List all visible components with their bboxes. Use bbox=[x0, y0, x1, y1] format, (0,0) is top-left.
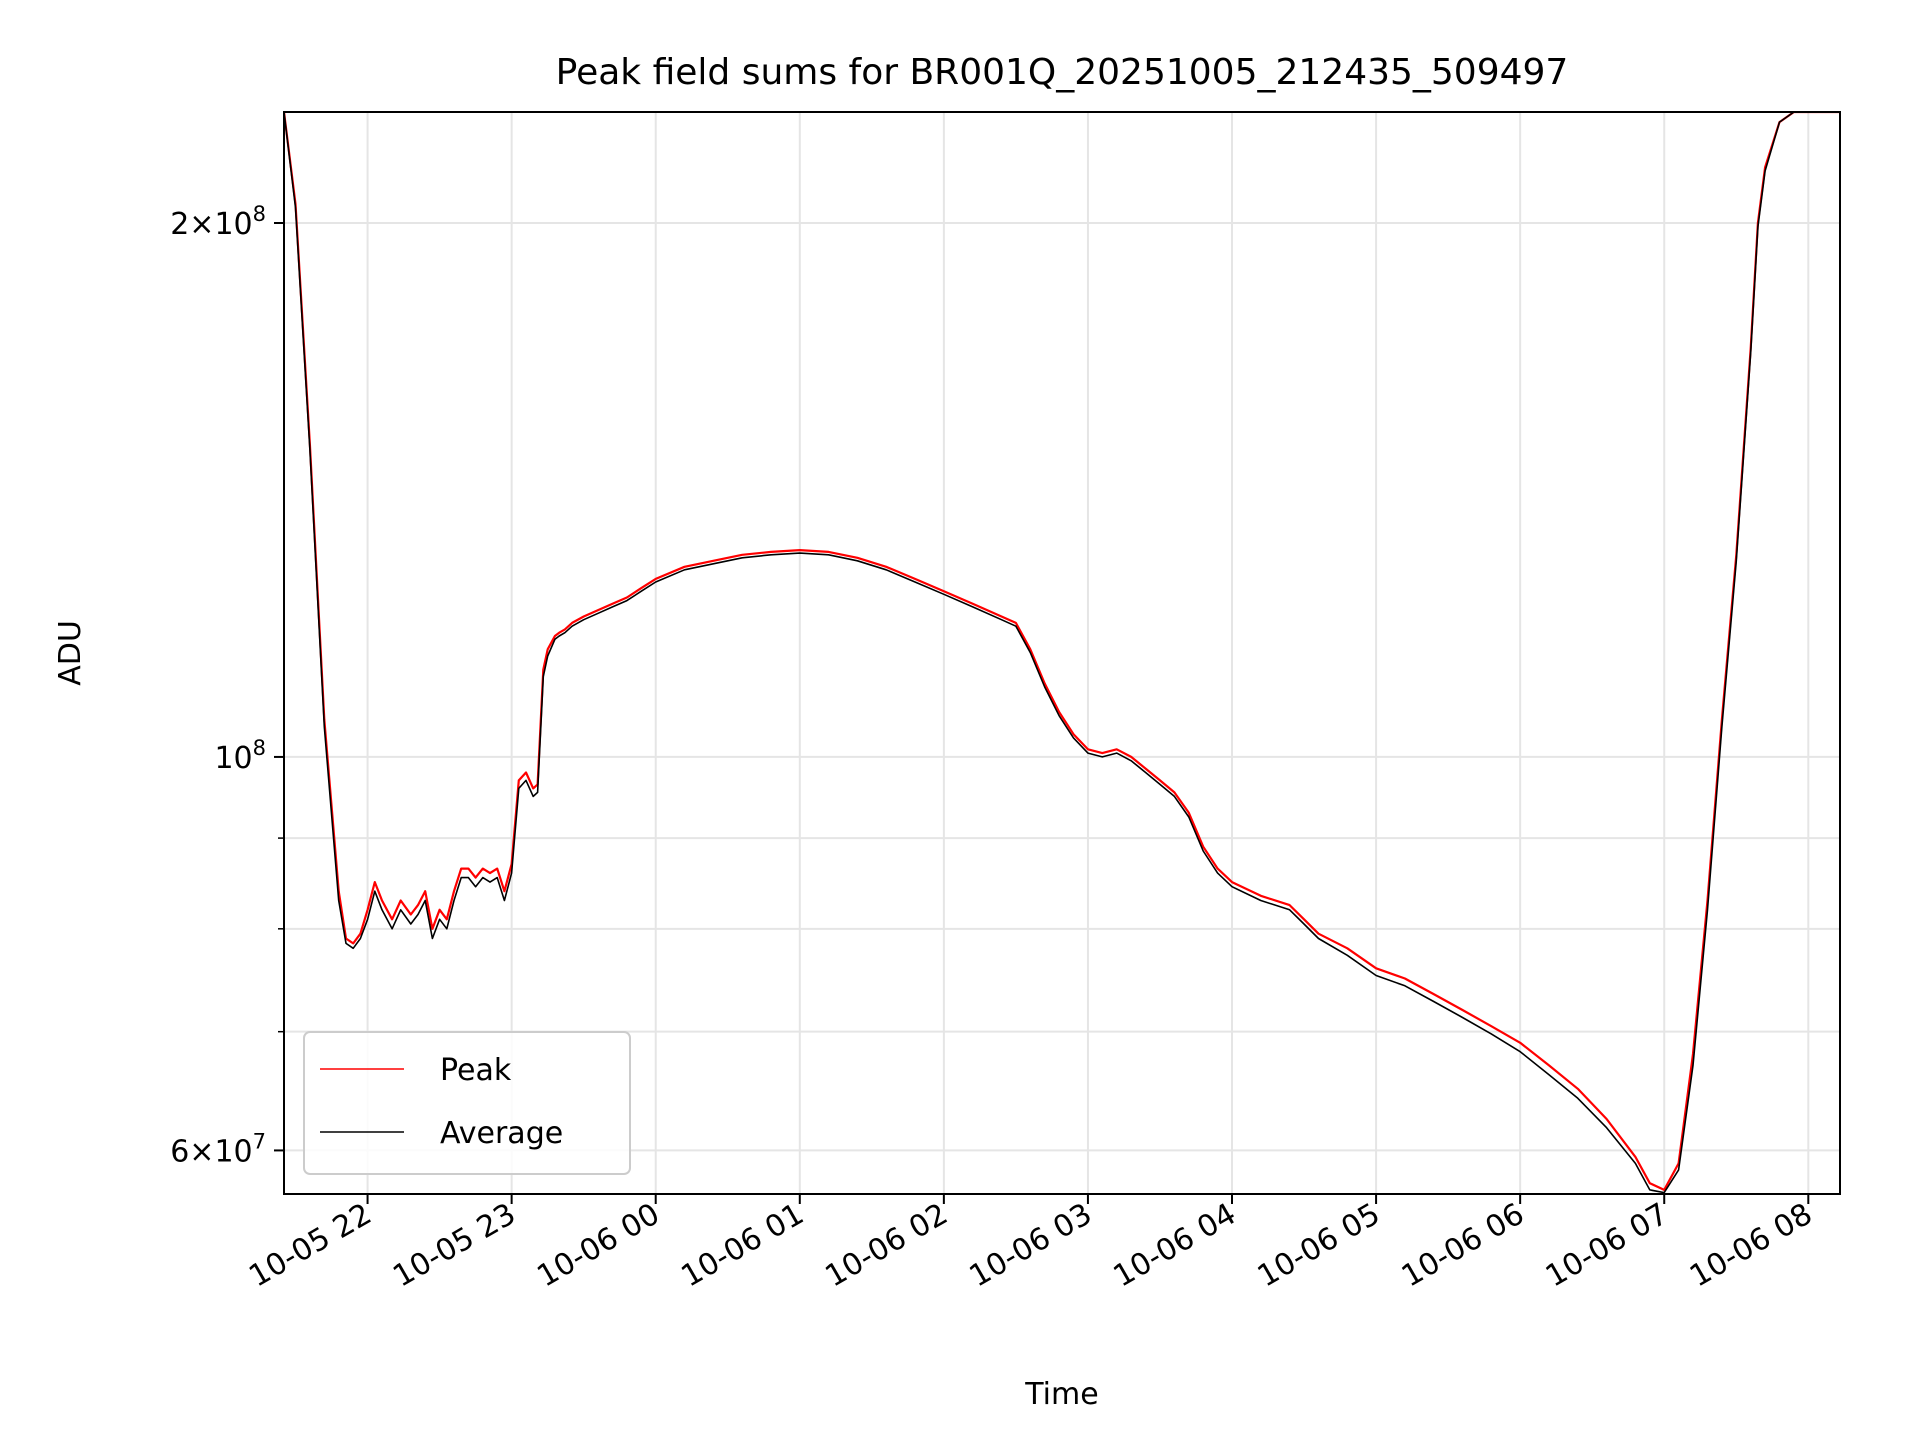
series-line-average bbox=[284, 112, 1840, 1194]
chart-title: Peak field sums for BR001Q_20251005_2124… bbox=[556, 52, 1569, 93]
y-tick-label: 108 bbox=[214, 736, 266, 776]
x-axis-label: Time bbox=[1024, 1377, 1098, 1412]
y-axis: 2×108 108 6×107 bbox=[170, 202, 284, 1169]
legend-label-peak: Peak bbox=[440, 1053, 512, 1088]
y-axis-label: ADU bbox=[53, 620, 88, 686]
plot-frame bbox=[283, 111, 1841, 1195]
legend-box bbox=[303, 1031, 631, 1175]
y-tick-label: 6×107 bbox=[170, 1129, 266, 1169]
series-layer bbox=[284, 112, 1840, 1194]
legend-label-average: Average bbox=[440, 1116, 563, 1151]
y-tick-label: 2×108 bbox=[170, 202, 266, 242]
grid-lines bbox=[284, 112, 1840, 1194]
series-line-peak bbox=[284, 112, 1840, 1191]
legend: Peak Average bbox=[303, 1031, 631, 1175]
